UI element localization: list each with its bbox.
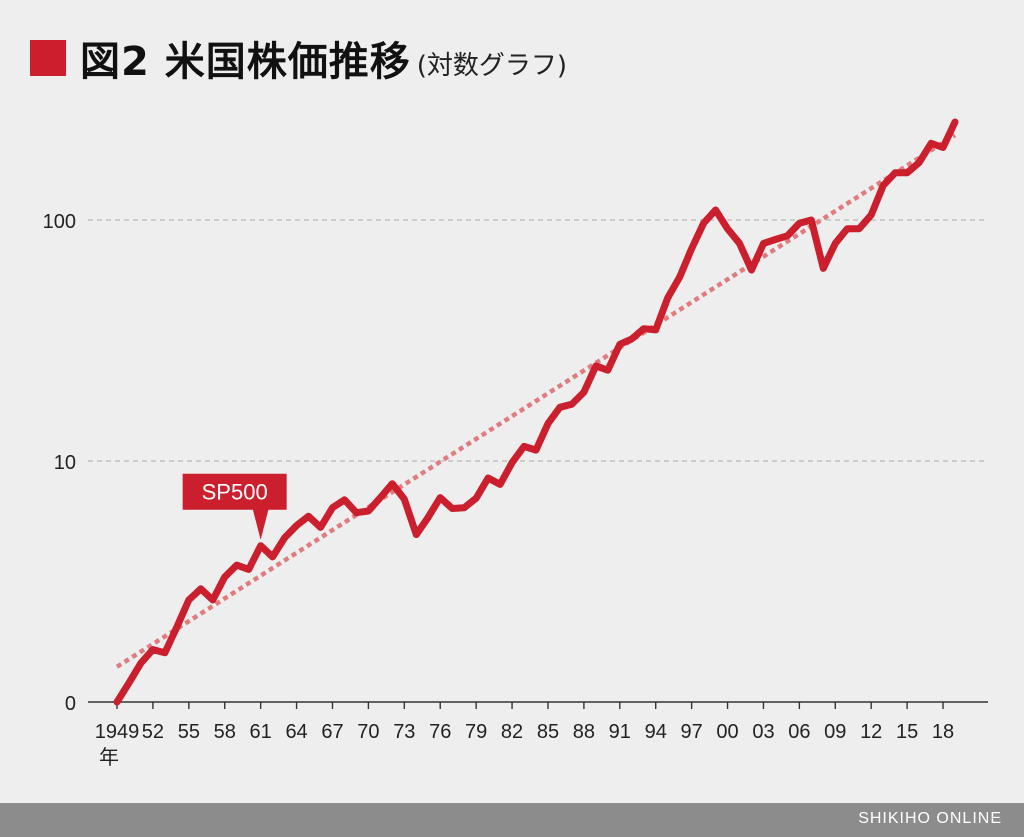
x-axis-unit-label: 年: [99, 745, 119, 769]
chart-title-sub: (対数グラフ): [416, 50, 568, 81]
x-tick-label-76: 76: [429, 721, 451, 743]
x-tick-label-00: 00: [716, 721, 738, 743]
x-tick-label-15: 15: [896, 721, 918, 743]
y-tick-label: 10: [54, 452, 76, 474]
y-tick-label: 0: [65, 693, 76, 715]
footer-bar: SHIKIHO ONLINE: [0, 803, 1024, 837]
line-chart: 0 10 100 1949 52 55 58 61 64 67 70 73 76 79 82 85 88 91 94…: [43, 118, 988, 769]
x-tick-label-79: 79: [465, 721, 487, 743]
x-tick-label-64: 64: [285, 721, 307, 743]
annotation-box: [182, 473, 287, 510]
y-tick-label: 100: [43, 211, 76, 233]
footer-brand: SHIKIHO ONLINE: [858, 810, 1002, 827]
x-tick-label-82: 82: [501, 721, 523, 743]
chart-title-main: 図2 米国株価推移: [80, 39, 411, 85]
x-tick-label-67: 67: [321, 721, 343, 743]
x-tick-label-03: 03: [752, 721, 774, 743]
x-tick-label-70: 70: [357, 721, 379, 743]
x-tick-label-85: 85: [537, 721, 559, 743]
x-tick-label-73: 73: [393, 721, 415, 743]
x-tick-label-97: 97: [681, 721, 703, 743]
x-tick-label-1949: 1949: [95, 721, 140, 743]
x-tick-label-52: 52: [142, 721, 164, 743]
x-tick-label-91: 91: [609, 721, 631, 743]
annotation-label: SP500: [202, 480, 268, 505]
title-marker-square: [30, 40, 66, 76]
x-tick-label-09: 09: [824, 721, 846, 743]
x-tick-label-94: 94: [645, 721, 667, 743]
chart-title: 図2 米国株価推移 (対数グラフ): [30, 28, 567, 88]
x-tick-label-18: 18: [932, 721, 954, 743]
x-tick-label-88: 88: [573, 721, 595, 743]
x-tick-label-58: 58: [214, 721, 236, 743]
trendline: [115, 133, 957, 669]
x-tick-label-61: 61: [250, 721, 272, 743]
series-line-sp500: [113, 118, 959, 706]
x-tick-label-12: 12: [860, 721, 882, 743]
x-tick-label-55: 55: [178, 721, 200, 743]
x-tick-label-06: 06: [788, 721, 810, 743]
annotation-pointer: [252, 508, 269, 540]
